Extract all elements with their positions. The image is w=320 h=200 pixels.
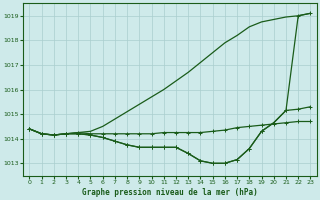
X-axis label: Graphe pression niveau de la mer (hPa): Graphe pression niveau de la mer (hPa) bbox=[82, 188, 258, 197]
